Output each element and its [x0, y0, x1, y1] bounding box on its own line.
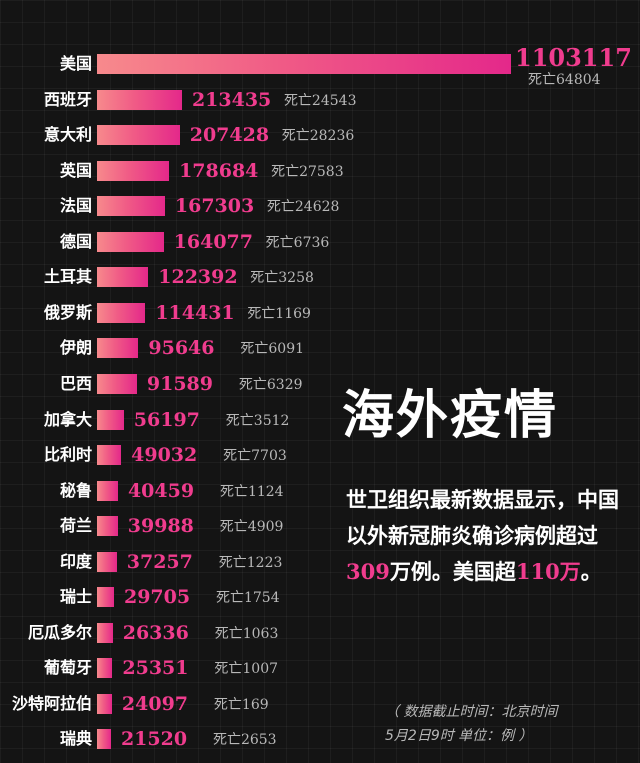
value-label: 49032	[131, 444, 198, 467]
bar	[97, 480, 118, 501]
death-label: 死亡64804	[528, 72, 601, 88]
value-label: 114431	[155, 301, 235, 324]
value-label: 25351	[122, 657, 189, 680]
death-label: 死亡1124	[219, 483, 284, 500]
category-label: 荷兰	[59, 516, 92, 536]
category-label: 瑞士	[59, 587, 92, 607]
bar	[97, 125, 180, 146]
data-note-line-2: 5月2日9时 单位：例 ）	[385, 728, 533, 744]
bar	[97, 373, 137, 394]
value-label: 56197	[133, 408, 200, 431]
death-label: 死亡27583	[271, 163, 344, 180]
death-label: 死亡1169	[247, 305, 311, 322]
description-text-1: 世卫组织最新数据显示，中国以外新冠肺炎确诊病例超过	[346, 487, 619, 548]
value-label: 95646	[148, 337, 215, 360]
description-number-2: 110万	[515, 559, 581, 584]
description: 世卫组织最新数据显示，中国以外新冠肺炎确诊病例超过 309万例。美国超110万。	[346, 482, 636, 590]
bar	[97, 516, 118, 537]
category-label: 西班牙	[43, 89, 92, 109]
category-label: 巴西	[59, 373, 92, 393]
value-label: 164077	[173, 230, 253, 253]
data-note: （ 数据截止时间：北京时间 5月2日9时 单位：例 ）	[385, 700, 630, 748]
death-label: 死亡3512	[225, 412, 290, 429]
death-label: 死亡6329	[238, 376, 303, 393]
category-label: 伊朗	[59, 338, 92, 358]
category-label: 法国	[59, 196, 92, 216]
bar	[97, 409, 124, 430]
category-label: 比利时	[43, 445, 92, 465]
death-label: 死亡28236	[281, 128, 355, 145]
bar	[97, 231, 164, 252]
data-note-line-1: （ 数据截止时间：北京时间	[385, 704, 558, 720]
category-label: 俄罗斯	[43, 302, 92, 322]
death-label: 死亡24543	[283, 92, 357, 109]
value-label: 24097	[121, 692, 189, 715]
value-label: 178684	[179, 159, 259, 182]
bar	[97, 729, 111, 750]
value-label: 91589	[146, 372, 213, 395]
death-label: 死亡169	[213, 696, 269, 713]
death-label: 死亡1754	[215, 590, 280, 607]
headline: 海外疫情	[342, 385, 559, 446]
bar	[97, 587, 114, 608]
bar	[97, 338, 139, 359]
death-label: 死亡1223	[218, 554, 283, 571]
death-label: 死亡3258	[250, 270, 314, 287]
description-number-1: 309	[346, 559, 390, 584]
value-label: 1103117	[515, 43, 632, 72]
value-label: 29705	[123, 586, 191, 609]
bar	[97, 622, 113, 643]
category-label: 土耳其	[43, 267, 92, 287]
bar	[97, 160, 170, 181]
value-label: 207428	[189, 124, 270, 147]
death-label: 死亡4909	[219, 519, 284, 536]
death-label: 死亡2653	[212, 732, 277, 749]
bar	[97, 54, 511, 74]
category-label: 德国	[59, 231, 92, 251]
value-label: 122392	[158, 266, 238, 289]
description-text-2: 万例。美国超	[389, 559, 516, 584]
value-label: 21520	[120, 728, 188, 751]
value-label: 167303	[174, 195, 255, 218]
bar	[97, 89, 182, 110]
bar	[97, 302, 146, 323]
death-label: 死亡6736	[265, 234, 330, 251]
death-label: 死亡7703	[223, 448, 287, 465]
bar	[97, 445, 122, 466]
category-label: 葡萄牙	[43, 658, 92, 678]
bar	[97, 551, 117, 572]
category-label: 沙特阿拉伯	[11, 693, 92, 713]
category-label: 印度	[59, 551, 92, 571]
value-label: 37257	[126, 550, 193, 573]
bar	[97, 196, 165, 217]
category-label: 厄瓜多尔	[27, 622, 92, 642]
category-label: 秘鲁	[59, 480, 92, 500]
value-label: 213435	[191, 88, 272, 111]
category-label: 瑞典	[59, 729, 92, 749]
death-label: 死亡1007	[214, 661, 279, 678]
death-label: 死亡1063	[214, 625, 279, 642]
category-label: 意大利	[43, 125, 92, 145]
value-label: 40459	[127, 479, 195, 502]
bar	[97, 693, 112, 714]
value-label: 26336	[122, 621, 189, 644]
category-label: 加拿大	[43, 409, 92, 429]
category-label: 英国	[59, 160, 92, 180]
value-label: 39988	[127, 515, 194, 538]
category-label: 美国	[59, 54, 92, 73]
bar	[97, 267, 149, 288]
bar	[97, 658, 113, 679]
death-label: 死亡24628	[266, 199, 340, 216]
description-text-3: 。	[580, 559, 602, 584]
death-label: 死亡6091	[240, 341, 305, 358]
